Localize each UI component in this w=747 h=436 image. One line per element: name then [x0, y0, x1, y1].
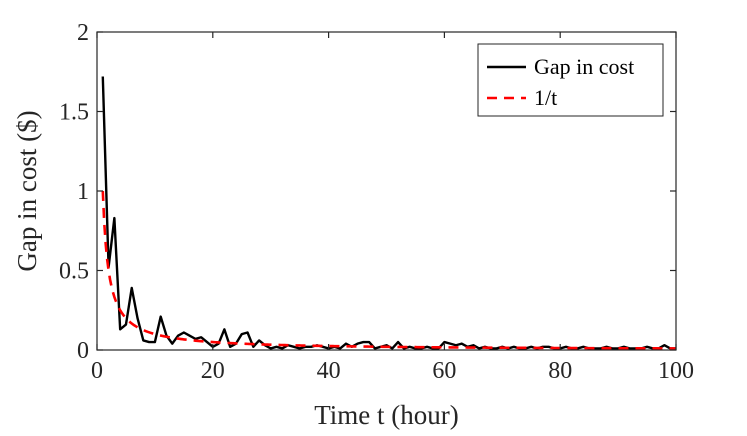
y-tick-label: 0.5 [59, 259, 89, 285]
x-tick-label: 20 [201, 358, 225, 384]
y-axis-title: Gap in cost ($) [12, 110, 42, 271]
legend-label-gap-in-cost: Gap in cost [534, 54, 634, 79]
x-tick-label: 40 [317, 358, 341, 384]
y-tick-label: 0 [77, 338, 89, 364]
legend: Gap in cost 1/t [477, 43, 664, 117]
y-tick-label: 2 [77, 20, 89, 46]
x-axis-ticks: 0 20 40 60 80 100 [91, 32, 694, 384]
x-tick-label: 80 [548, 358, 572, 384]
series-layer [101, 76, 676, 350]
series-line-1-over-t [101, 190, 676, 350]
x-axis-title: Time t (hour) [314, 400, 459, 430]
y-tick-label: 1.5 [59, 100, 89, 126]
x-tick-label: 0 [91, 358, 103, 384]
x-tick-label: 60 [432, 358, 456, 384]
y-axis-ticks: 0 0.5 1 1.5 2 [59, 20, 676, 364]
legend-box [477, 43, 664, 117]
legend-label-1-over-t: 1/t [534, 85, 557, 110]
x-tick-label: 100 [658, 358, 694, 384]
y-tick-label: 1 [77, 179, 89, 205]
